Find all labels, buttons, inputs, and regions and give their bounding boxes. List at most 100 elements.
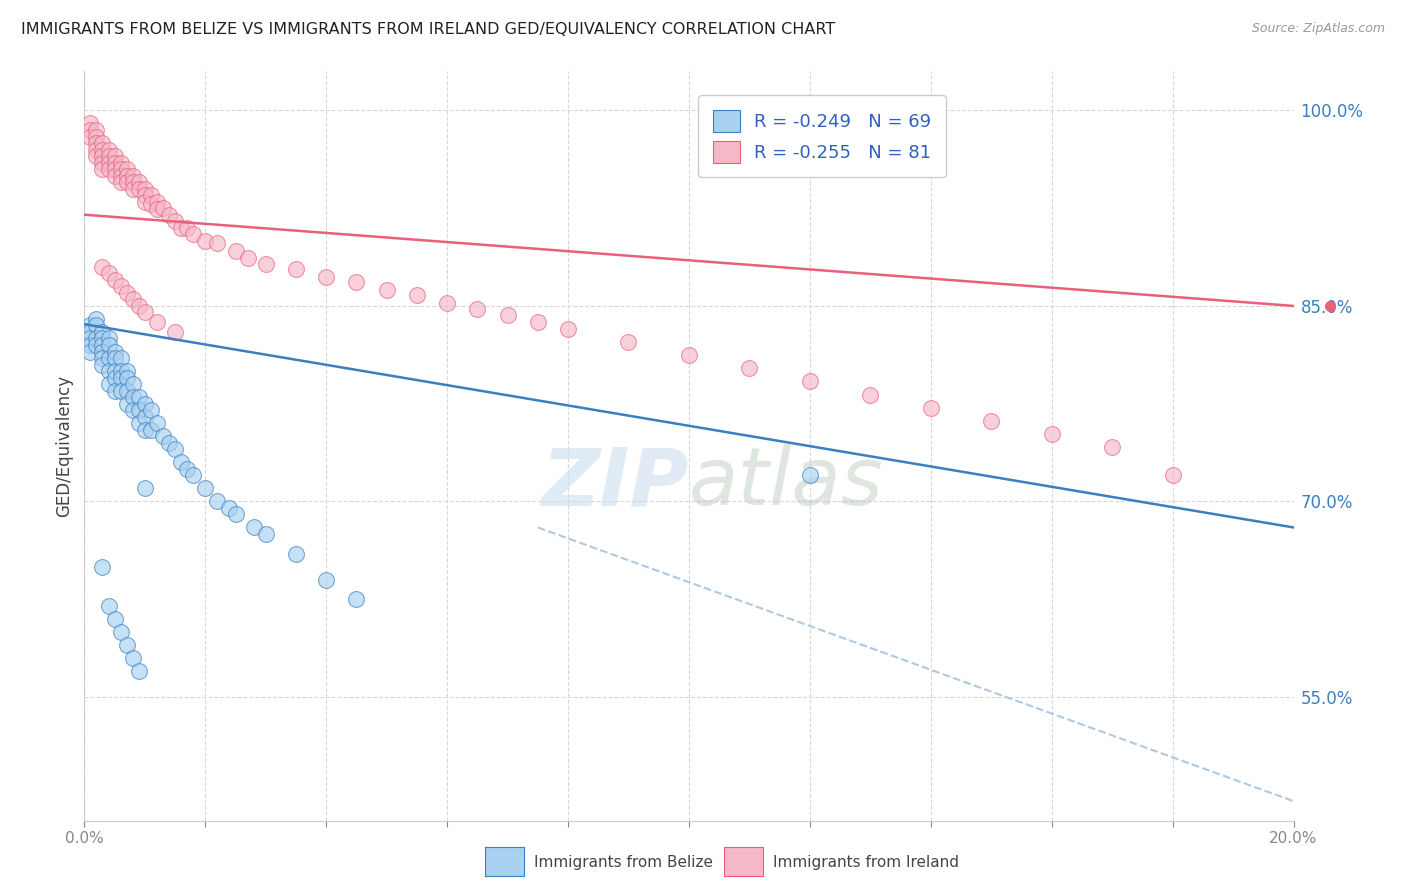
Point: [79, 318, 101, 333]
Point: [79, 338, 101, 352]
Point: [146, 202, 169, 217]
Point: [97, 155, 120, 169]
Point: [115, 162, 138, 177]
Point: [97, 162, 120, 177]
Point: [285, 262, 308, 277]
Point: [980, 414, 1002, 428]
Point: [91, 155, 114, 169]
Point: [134, 181, 156, 195]
Point: [115, 175, 138, 189]
Point: [128, 299, 150, 313]
Point: [134, 423, 156, 437]
Point: [86, 312, 108, 326]
Point: [128, 181, 150, 195]
Point: [86, 338, 108, 352]
Point: [315, 573, 337, 587]
Point: [91, 358, 114, 372]
Point: [121, 175, 143, 189]
Y-axis label: GED/Equivalency: GED/Equivalency: [55, 375, 73, 517]
Point: [139, 403, 162, 417]
Point: [115, 384, 138, 398]
Point: [134, 397, 156, 411]
Point: [194, 234, 217, 248]
Point: [285, 547, 308, 561]
Point: [110, 370, 132, 384]
Point: [79, 129, 101, 144]
Legend: R = -0.249   N = 69, R = -0.255   N = 81: R = -0.249 N = 69, R = -0.255 N = 81: [699, 95, 946, 178]
Point: [170, 220, 193, 235]
Point: [254, 527, 277, 541]
Point: [115, 285, 138, 300]
Point: [181, 227, 204, 242]
Point: [1161, 468, 1184, 483]
Point: [799, 375, 821, 389]
Point: [315, 270, 337, 285]
Point: [86, 136, 108, 150]
Point: [121, 181, 143, 195]
Point: [110, 624, 132, 639]
Point: [527, 314, 550, 328]
Point: [97, 149, 120, 163]
Point: [86, 123, 108, 137]
Point: [104, 169, 127, 183]
Point: [121, 293, 143, 307]
Point: [110, 364, 132, 378]
Point: [146, 194, 169, 209]
Point: [194, 481, 217, 495]
Point: [91, 351, 114, 365]
Point: [97, 143, 120, 157]
Text: Immigrants from Ireland: Immigrants from Ireland: [773, 855, 959, 870]
Point: [242, 520, 264, 534]
Point: [557, 322, 579, 336]
Point: [1040, 426, 1063, 441]
Point: [176, 462, 198, 476]
Text: IMMIGRANTS FROM BELIZE VS IMMIGRANTS FROM IRELAND GED/EQUIVALENCY CORRELATION CH: IMMIGRANTS FROM BELIZE VS IMMIGRANTS FRO…: [21, 22, 835, 37]
Point: [157, 208, 180, 222]
Point: [91, 149, 114, 163]
Point: [110, 162, 132, 177]
Point: [207, 236, 229, 251]
Point: [86, 129, 108, 144]
Point: [110, 155, 132, 169]
Text: atlas: atlas: [689, 444, 884, 523]
Point: [91, 143, 114, 157]
Point: [91, 260, 114, 274]
Point: [134, 305, 156, 319]
Point: [128, 390, 150, 404]
Point: [406, 288, 429, 302]
Point: [181, 468, 204, 483]
Point: [467, 301, 489, 316]
Point: [920, 401, 942, 415]
Point: [104, 162, 127, 177]
Point: [134, 188, 156, 202]
Point: [121, 650, 143, 665]
Point: [110, 169, 132, 183]
Point: [170, 455, 193, 469]
Point: [121, 169, 143, 183]
Point: [139, 197, 162, 211]
Point: [91, 325, 114, 339]
Point: [738, 361, 761, 376]
Point: [104, 273, 127, 287]
Point: [678, 348, 700, 362]
Point: [152, 201, 174, 215]
Point: [115, 397, 138, 411]
Point: [115, 364, 138, 378]
Point: [496, 308, 519, 322]
Point: [134, 194, 156, 209]
Point: [79, 344, 101, 359]
Point: [165, 442, 187, 457]
Point: [79, 331, 101, 345]
Point: [121, 377, 143, 392]
Point: [165, 325, 187, 339]
Point: [97, 599, 120, 613]
Point: [115, 169, 138, 183]
Point: [254, 257, 277, 271]
Point: [128, 175, 150, 189]
Point: [139, 188, 162, 202]
Text: ZIP: ZIP: [541, 444, 689, 523]
Point: [146, 416, 169, 430]
Point: [146, 314, 169, 328]
Point: [115, 370, 138, 384]
Point: [97, 266, 120, 280]
